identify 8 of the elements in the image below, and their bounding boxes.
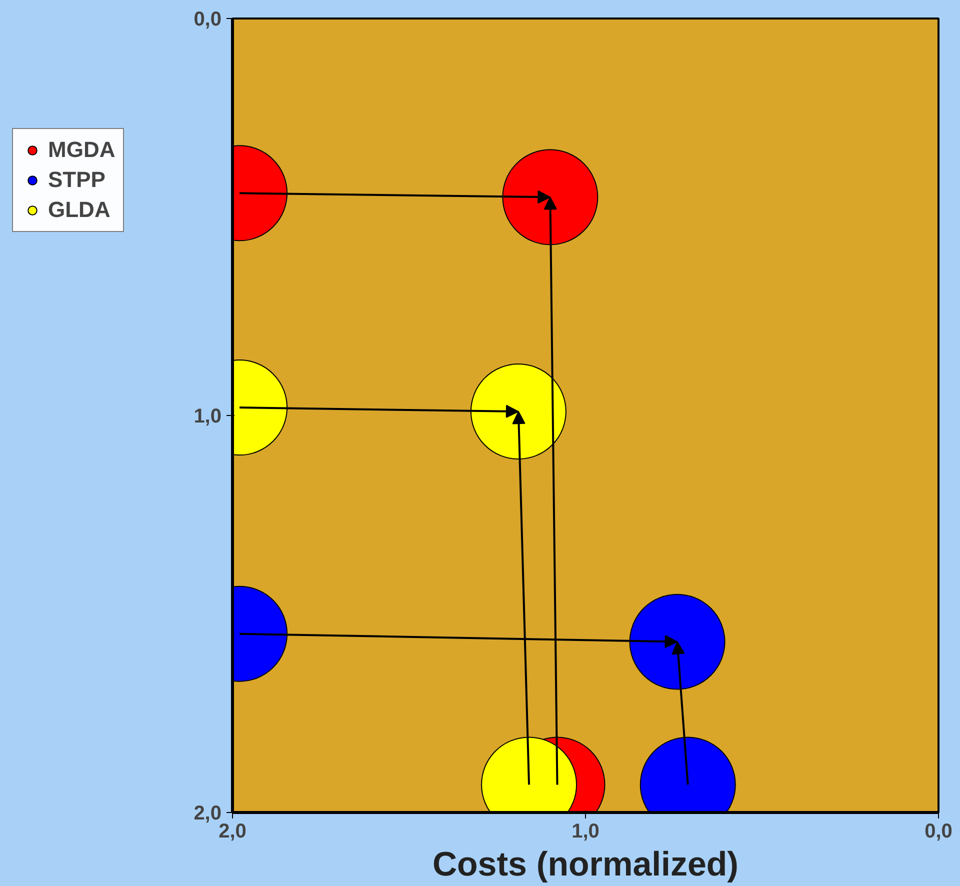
legend-label: STPP — [48, 167, 106, 193]
legend-label: MGDA — [48, 137, 116, 163]
y-tick-label: 1,0 — [194, 406, 222, 428]
x-tick-label: 0,0 — [924, 820, 952, 842]
x-tick-label: 1,0 — [572, 820, 600, 842]
x-axis-title: Costs (normalized) — [432, 846, 739, 884]
y-tick-label: 0,0 — [194, 8, 222, 30]
legend-label: GLDA — [48, 197, 110, 223]
